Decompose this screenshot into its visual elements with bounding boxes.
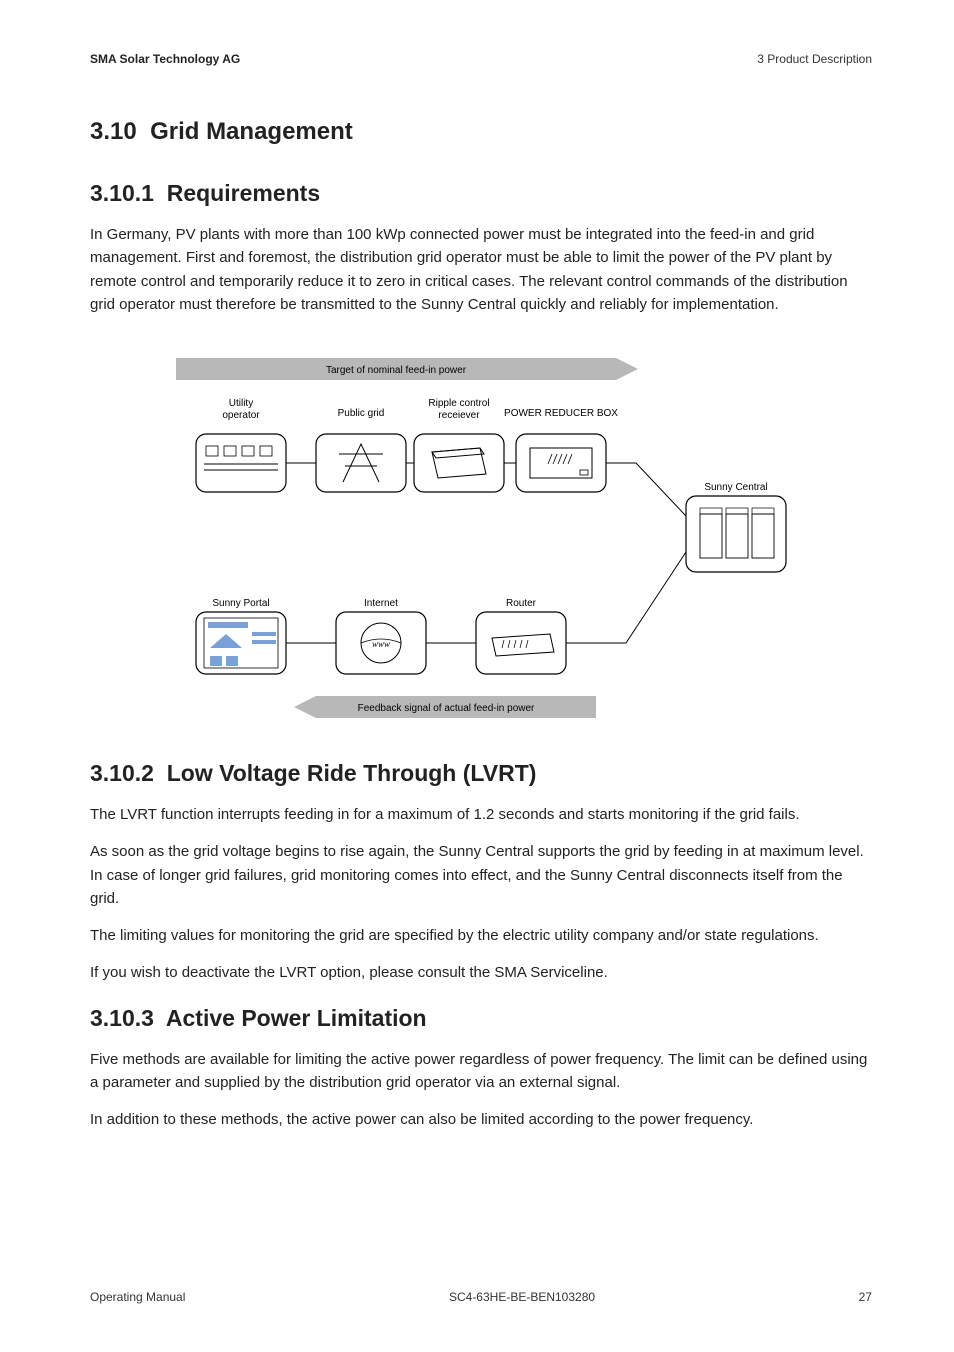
lvrt-para-2: As soon as the grid voltage begins to ri… — [90, 840, 872, 910]
diagram-svg: Target of nominal feed-in power Utilityop… — [166, 336, 796, 726]
heading-title: Grid Management — [150, 118, 353, 145]
svg-text:Internet: Internet — [364, 598, 398, 609]
heading-lvrt: 3.10.2 Low Voltage Ride Through (LVRT) — [90, 760, 872, 787]
lvrt-para-4: If you wish to deactivate the LVRT optio… — [90, 961, 872, 984]
lvrt-para-3: The limiting values for monitoring the g… — [90, 924, 872, 947]
svg-text:receiever: receiever — [438, 410, 480, 421]
heading-number: 3.10.1 — [90, 180, 154, 206]
apl-para-2: In addition to these methods, the active… — [90, 1108, 872, 1131]
svg-text:Feedback signal of actual feed: Feedback signal of actual feed-in power — [358, 703, 535, 714]
header-company: SMA Solar Technology AG — [90, 52, 240, 66]
footer-docid: SC4-63HE-BE-BEN103280 — [449, 1290, 595, 1304]
lvrt-para-1: The LVRT function interrupts feeding in … — [90, 803, 872, 826]
svg-text:POWER REDUCER BOX: POWER REDUCER BOX — [504, 408, 618, 419]
heading-requirements: 3.10.1 Requirements — [90, 180, 872, 207]
svg-text:www: www — [372, 639, 390, 649]
heading-active-power-limitation: 3.10.3 Active Power Limitation — [90, 1005, 872, 1032]
footer-page-number: 27 — [859, 1290, 872, 1304]
heading-number: 3.10.3 — [90, 1005, 154, 1031]
svg-text:Router: Router — [506, 598, 537, 609]
footer-left: Operating Manual — [90, 1290, 185, 1304]
svg-text:operator: operator — [222, 410, 260, 421]
apl-para-1: Five methods are available for limiting … — [90, 1048, 872, 1095]
requirements-paragraph: In Germany, PV plants with more than 100… — [90, 223, 872, 316]
page-header: SMA Solar Technology AG 3 Product Descri… — [90, 52, 872, 66]
svg-text:Ripple control: Ripple control — [428, 398, 489, 409]
heading-number: 3.10.2 — [90, 760, 154, 786]
svg-text:Utility: Utility — [229, 398, 253, 409]
heading-grid-management: 3.10 Grid Management — [90, 118, 872, 146]
svg-text:Sunny Portal: Sunny Portal — [212, 598, 269, 609]
header-section: 3 Product Description — [757, 52, 872, 66]
heading-title: Requirements — [167, 180, 320, 206]
svg-text:Target of nominal feed-in powe: Target of nominal feed-in power — [326, 365, 467, 376]
svg-text:Public grid: Public grid — [338, 408, 385, 419]
page-footer: Operating Manual SC4-63HE-BE-BEN103280 2… — [90, 1290, 872, 1304]
heading-title: Active Power Limitation — [166, 1005, 427, 1031]
heading-number: 3.10 — [90, 118, 137, 145]
svg-text:Sunny Central: Sunny Central — [704, 482, 767, 493]
grid-management-diagram: Target of nominal feed-in power Utilityop… — [90, 336, 872, 726]
heading-title: Low Voltage Ride Through (LVRT) — [167, 760, 537, 786]
